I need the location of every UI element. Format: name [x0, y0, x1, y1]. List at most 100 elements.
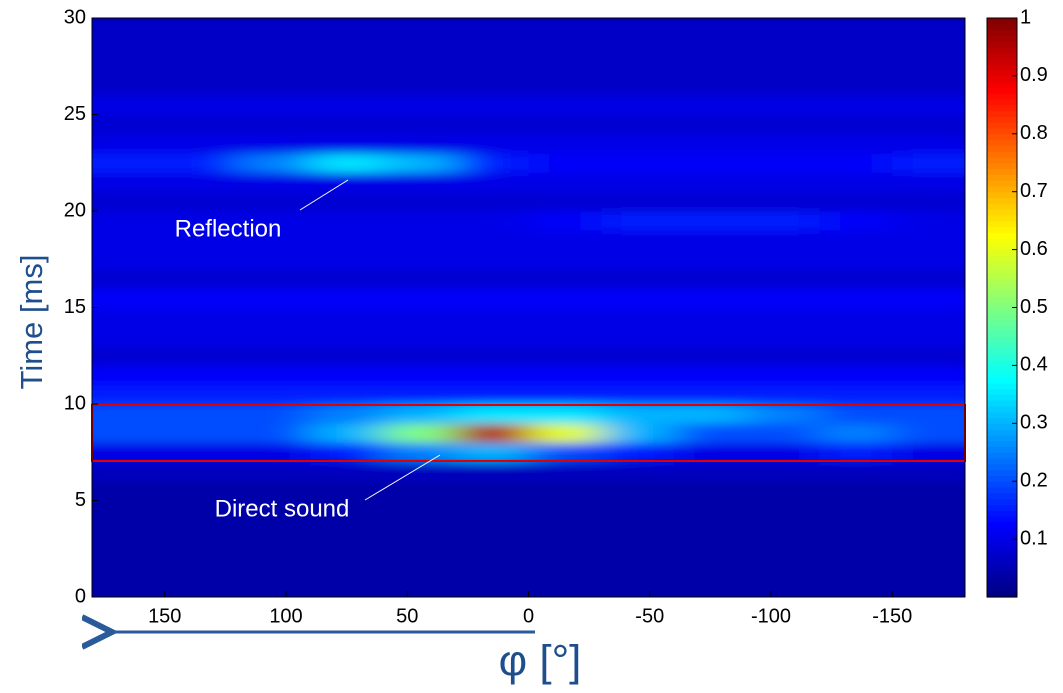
heatmap-cell — [310, 249, 384, 270]
heatmap-cell — [237, 56, 311, 77]
heatmap-cell — [746, 114, 820, 135]
heatmap-cell — [746, 307, 820, 328]
heatmap-cell — [746, 326, 820, 347]
heatmap-cell — [892, 404, 965, 424]
heatmap-cell — [237, 191, 311, 212]
heatmap-cell — [601, 481, 675, 501]
x-axis-label: φ [°] — [499, 637, 582, 686]
heatmap-cell — [528, 172, 602, 193]
heatmap-cell — [164, 230, 238, 251]
heatmap-cell — [92, 519, 166, 540]
heatmap-cell — [746, 346, 820, 366]
y-tick-label: 25 — [64, 103, 86, 125]
heatmap-cell — [455, 95, 529, 115]
heatmap-cell — [164, 249, 238, 270]
heatmap-cell — [383, 56, 457, 77]
heatmap-cell — [892, 539, 965, 559]
heatmap-cell — [892, 230, 965, 251]
heatmap-cell — [674, 539, 748, 559]
heatmap-cell — [455, 481, 529, 501]
heatmap-cell — [455, 114, 529, 135]
heatmap-cell — [819, 500, 893, 521]
heatmap-cell — [528, 326, 602, 347]
heatmap-cell — [819, 133, 893, 154]
heatmap-cell — [528, 230, 602, 251]
heatmap-cell — [819, 153, 893, 173]
heatmap-cell — [92, 18, 166, 38]
heatmap-cell — [92, 288, 166, 308]
x-tick-label: -50 — [635, 605, 664, 627]
heatmap-cell — [674, 133, 748, 154]
heatmap-cell — [819, 172, 893, 193]
heatmap-cell — [601, 365, 675, 386]
heatmap-cell — [92, 153, 166, 173]
heatmap-cell — [164, 423, 238, 444]
heatmap-cell — [92, 114, 166, 135]
y-tick-label: 15 — [64, 296, 86, 318]
heatmap-cell — [892, 326, 965, 347]
heatmap-cell — [746, 558, 820, 579]
heatmap-cell — [310, 56, 384, 77]
annotation-line — [364, 454, 441, 501]
heatmap-cell — [674, 519, 748, 540]
heatmap-cell — [528, 423, 602, 444]
heatmap-cell — [528, 114, 602, 135]
heatmap-cell — [601, 114, 675, 135]
heatmap-cell — [528, 288, 602, 308]
heatmap-cell — [601, 288, 675, 308]
heatmap-cell — [383, 558, 457, 579]
heatmap-cell — [674, 558, 748, 579]
heatmap-cell — [92, 211, 166, 231]
colorbar-tick-label: 0.9 — [1020, 64, 1048, 86]
heatmap-cell — [92, 307, 166, 328]
heatmap-cell — [528, 191, 602, 212]
heatmap-cell — [892, 114, 965, 135]
heatmap-cell — [601, 307, 675, 328]
heatmap-cell — [383, 191, 457, 212]
heatmap-cell — [601, 172, 675, 193]
heatmap-cell — [310, 75, 384, 96]
heatmap-cell — [455, 18, 529, 38]
heatmap-cell — [383, 133, 457, 154]
heatmap-cell — [674, 577, 748, 597]
heatmap — [92, 18, 965, 597]
heatmap-cell — [674, 307, 748, 328]
heatmap-cell — [528, 500, 602, 521]
heatmap-cell — [455, 461, 529, 482]
heatmap-cell — [92, 268, 166, 289]
heatmap-cell — [746, 577, 820, 597]
heatmap-cell — [601, 230, 675, 251]
heatmap-cell — [310, 365, 384, 386]
heatmap-cell — [528, 365, 602, 386]
heatmap-cell — [92, 577, 166, 597]
heatmap-cell — [819, 288, 893, 308]
heatmap-cell — [819, 37, 893, 58]
heatmap-cell — [746, 191, 820, 212]
heatmap-cell — [892, 37, 965, 58]
heatmap-cell — [383, 307, 457, 328]
heatmap-cell — [383, 211, 457, 231]
heatmap-cell — [455, 172, 529, 193]
heatmap-cell — [746, 423, 820, 444]
heatmap-cell — [674, 500, 748, 521]
colorbar-tick-label: 0.7 — [1020, 180, 1048, 202]
heatmap-cell — [310, 519, 384, 540]
heatmap-cell — [892, 461, 965, 482]
heatmap-cell — [383, 442, 457, 463]
heatmap-cell — [528, 577, 602, 597]
heatmap-cell — [601, 384, 675, 405]
heatmap-cell — [892, 307, 965, 328]
x-tick-label: 100 — [269, 605, 302, 627]
heatmap-cell — [746, 18, 820, 38]
heatmap-cell — [528, 133, 602, 154]
heatmap-cell — [164, 346, 238, 366]
heatmap-cell — [237, 37, 311, 58]
heatmap-cell — [746, 461, 820, 482]
heatmap-cell — [819, 461, 893, 482]
heatmap-cell — [237, 18, 311, 38]
heatmap-cell — [601, 75, 675, 96]
heatmap-cell — [819, 191, 893, 212]
heatmap-cell — [310, 461, 384, 482]
heatmap-cell — [310, 95, 384, 115]
